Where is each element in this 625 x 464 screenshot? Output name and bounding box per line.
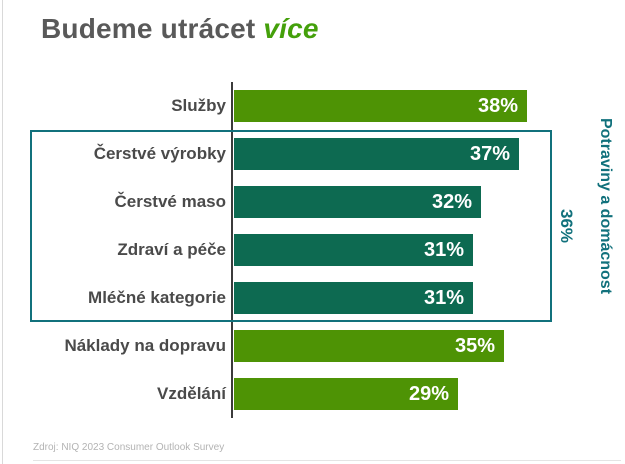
bar-value-label: 31% (423, 238, 464, 261)
bar-row: Vzdělání 29% (0, 370, 625, 418)
bar-value-label: 37% (469, 142, 510, 165)
slide-bottom-border (33, 460, 621, 461)
bar-row: Zdraví a péče 31% (0, 226, 625, 274)
category-label: Čerstvé výrobky (93, 144, 226, 163)
bar-value-label: 31% (423, 286, 464, 309)
bar-rows: Služby 38% Čerstvé výrobky 37% Čerstvé maso 3… (0, 82, 625, 418)
axis-baseline (231, 82, 233, 418)
category-label: Mléčné kategorie (88, 288, 226, 307)
bar: 29% (234, 378, 458, 410)
slide-left-border (2, 0, 3, 464)
bar-value-label: 32% (431, 190, 472, 213)
category-label: Čerstvé maso (114, 192, 226, 211)
bar-row: Mléčné kategorie 31% (0, 274, 625, 322)
chart-title-prefix: Budeme utrácet (41, 13, 256, 44)
bar-chart: Služby 38% Čerstvé výrobky 37% Čerstvé maso 3… (0, 82, 625, 418)
bar-row: Služby 38% (0, 82, 625, 130)
bar: 31% (234, 282, 473, 314)
bar: 32% (234, 186, 481, 218)
source-note: Zdroj: NIQ 2023 Consumer Outlook Survey (33, 442, 225, 453)
bar-row: Čerstvé maso 32% (0, 178, 625, 226)
category-label: Služby (171, 96, 226, 115)
chart-title-highlight: více (263, 13, 319, 44)
bar: 35% (234, 330, 504, 362)
bar-value-label: 29% (408, 382, 449, 405)
bar: 31% (234, 234, 473, 266)
category-label: Vzdělání (157, 384, 226, 403)
bar-row: Náklady na dopravu 35% (0, 322, 625, 370)
bar-value-label: 38% (477, 94, 518, 117)
group-percentage-label: 36% (557, 208, 576, 244)
group-side-label: Potraviny a domácnost (597, 117, 614, 295)
bar-row: Čerstvé výrobky 37% (0, 130, 625, 178)
bar: 38% (234, 90, 527, 122)
category-label: Náklady na dopravu (64, 336, 226, 355)
chart-title: Budeme utrácet více (41, 13, 319, 45)
bar-value-label: 35% (454, 334, 495, 357)
category-label: Zdraví a péče (117, 240, 226, 259)
bar: 37% (234, 138, 519, 170)
